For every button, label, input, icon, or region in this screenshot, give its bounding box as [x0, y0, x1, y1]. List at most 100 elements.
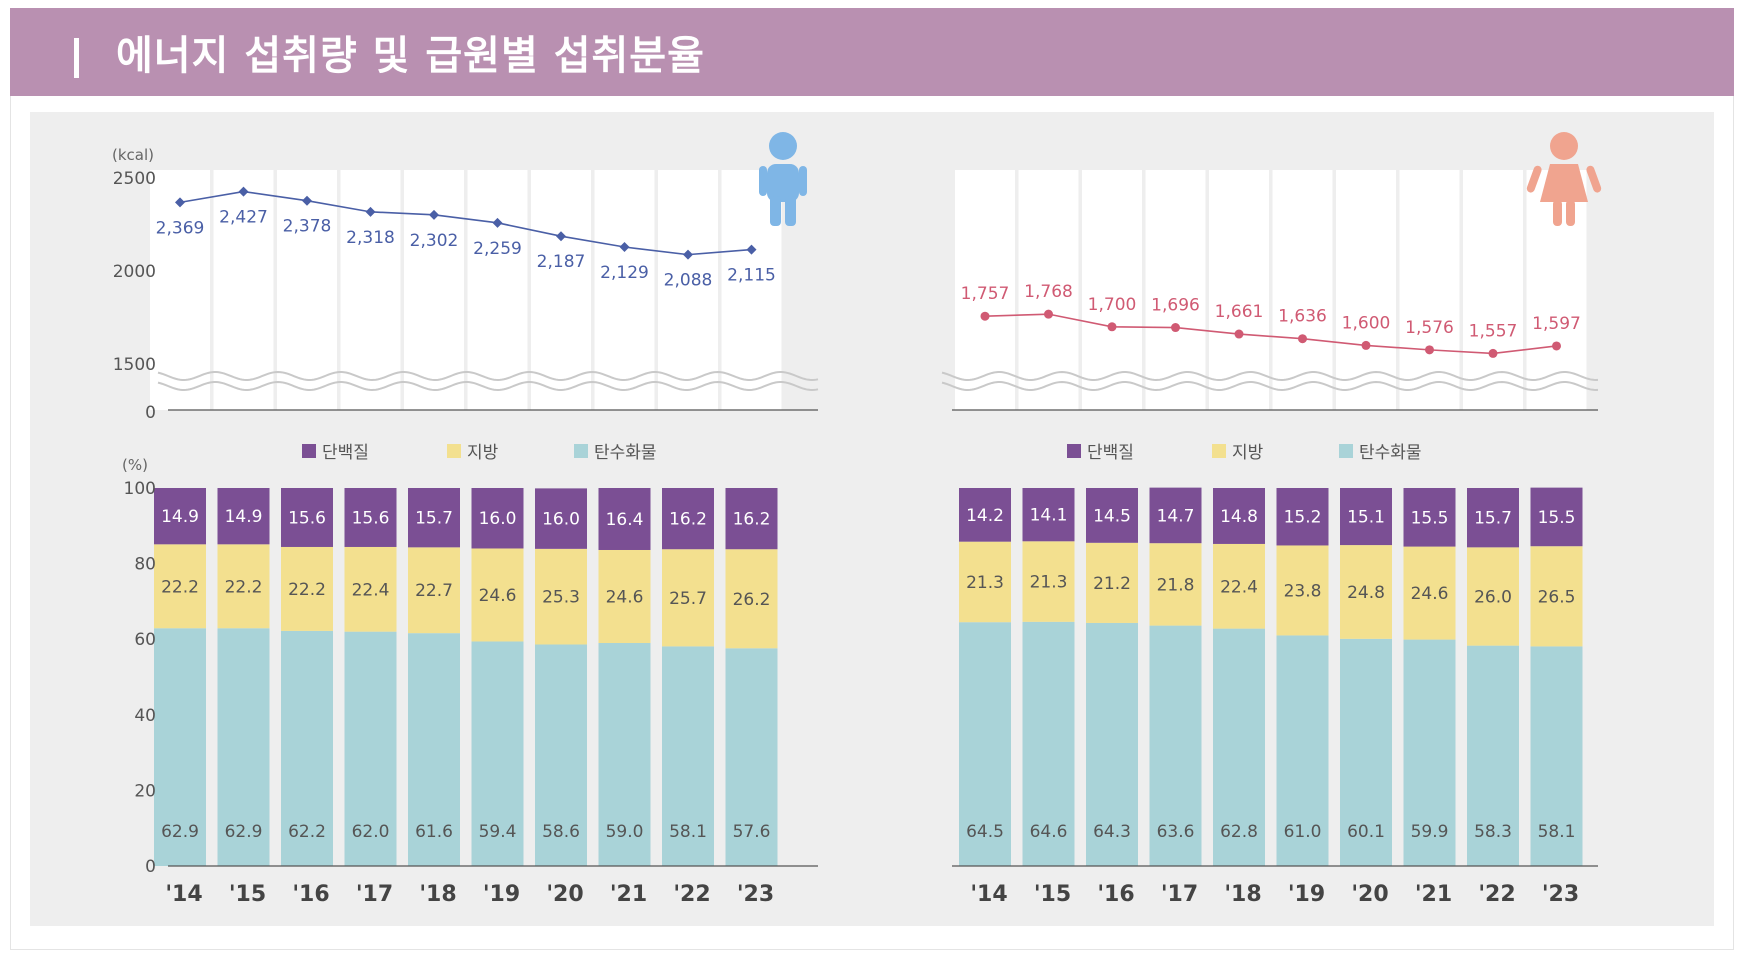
- legend-label: 탄수화물: [594, 443, 657, 463]
- bar-value-label-female: 21.2: [1093, 574, 1131, 594]
- bar-segment-female: [1467, 547, 1519, 646]
- bar-segment-male: [471, 488, 524, 549]
- data-label-female: 1,557: [1469, 321, 1518, 341]
- x-tick-label: '17: [1161, 882, 1198, 907]
- bar-segment-female: [1022, 488, 1075, 542]
- bar-segment-female: [1149, 487, 1202, 544]
- bar-segment-female: [959, 541, 1011, 623]
- bar-segment-male: [408, 488, 460, 548]
- x-tick-label: '22: [673, 882, 710, 907]
- legend-swatch: [1339, 444, 1353, 458]
- bar-value-label-male: 26.2: [733, 590, 771, 610]
- bar-value-label-female: 64.6: [1030, 822, 1068, 842]
- data-point-male: [238, 186, 249, 197]
- bar-value-label-female: 63.6: [1157, 822, 1195, 842]
- bar-value-label-female: 15.2: [1284, 508, 1322, 528]
- icon-arm: [799, 166, 807, 196]
- axis-break-line: [157, 370, 819, 382]
- bar-value-label-female: 15.5: [1411, 508, 1449, 528]
- bar-segment-female: [1403, 546, 1456, 640]
- column-band-female: [1272, 170, 1333, 410]
- bar-value-label-female: 22.4: [1220, 577, 1258, 597]
- bar-segment-male: [344, 546, 397, 632]
- data-point-female: [1488, 348, 1498, 358]
- data-label-male: 2,378: [283, 217, 332, 237]
- y-tick-label: 40: [134, 706, 156, 726]
- data-point-male: [302, 195, 312, 206]
- data-label-male: 2,129: [600, 263, 649, 283]
- bar-value-label-female: 64.5: [966, 822, 1004, 842]
- data-label-female: 1,700: [1088, 295, 1137, 315]
- bar-value-label-male: 15.7: [415, 509, 453, 529]
- bar-value-label-female: 62.8: [1220, 822, 1258, 842]
- y-tick-label: 80: [134, 555, 156, 575]
- icon-leg: [1553, 200, 1562, 226]
- data-point-male: [175, 197, 185, 208]
- data-point-male: [429, 209, 439, 220]
- data-label-male: 2,187: [537, 252, 586, 272]
- data-point-female: [1171, 323, 1180, 333]
- bar-segment-male: [344, 631, 397, 866]
- icon-arm: [1586, 165, 1602, 193]
- column-band-female: [1145, 170, 1206, 410]
- icon-leg: [1566, 200, 1575, 226]
- data-label-female: 1,696: [1151, 296, 1200, 316]
- legend-swatch: [302, 444, 316, 458]
- bar-segment-female: [959, 488, 1011, 542]
- data-label-female: 1,636: [1278, 307, 1327, 327]
- data-point-male: [619, 242, 630, 253]
- bar-segment-female: [1276, 545, 1329, 636]
- bar-value-label-female: 60.1: [1347, 822, 1385, 842]
- column-band-female: [1018, 170, 1079, 410]
- bar-segment-male: [154, 544, 206, 629]
- legend-swatch: [574, 444, 588, 458]
- bar-value-label-male: 16.4: [606, 510, 644, 530]
- data-point-female: [1107, 322, 1117, 332]
- series-line-male: [179, 190, 752, 256]
- bar-value-label-male: 62.0: [352, 822, 390, 842]
- bar-value-label-male: 22.2: [161, 577, 199, 597]
- bar-segment-female: [1530, 546, 1583, 647]
- bar-value-label-male: 16.0: [479, 509, 517, 529]
- bar-value-label-male: 62.9: [225, 822, 263, 842]
- bar-value-label-female: 21.3: [966, 573, 1004, 593]
- column-band-male: [658, 170, 718, 410]
- bar-value-label-male: 62.2: [288, 822, 326, 842]
- bar-segment-female: [1403, 488, 1456, 547]
- column-band-male: [277, 170, 337, 410]
- data-point-female: [1425, 345, 1434, 355]
- bar-segment-male: [725, 488, 778, 550]
- female-person-icon: [1526, 132, 1602, 226]
- y-tick-label: 20: [134, 781, 156, 801]
- data-label-male: 2,088: [664, 271, 713, 291]
- bar-value-label-male: 59.0: [606, 822, 644, 842]
- bar-segment-female: [1149, 625, 1202, 866]
- icon-head: [1550, 132, 1578, 160]
- x-tick-label: '15: [229, 882, 266, 907]
- column-band-male: [531, 170, 591, 410]
- bar-value-label-male: 14.9: [225, 507, 263, 527]
- bar-segment-male: [662, 488, 714, 550]
- column-band-male: [150, 170, 210, 410]
- legend-label: 단백질: [1087, 443, 1134, 463]
- data-point-male: [683, 249, 693, 260]
- bar-value-label-female: 23.8: [1284, 581, 1322, 601]
- male-person-icon: [759, 132, 807, 226]
- bar-segment-female: [1022, 621, 1075, 866]
- bar-value-label-male: 22.2: [225, 577, 263, 597]
- bar-value-label-female: 58.1: [1538, 822, 1576, 842]
- bar-segment-female: [1213, 543, 1265, 629]
- icon-leg: [770, 196, 781, 226]
- data-label-female: 1,661: [1215, 302, 1264, 322]
- bar-segment-male: [344, 488, 397, 547]
- bar-segment-male: [281, 546, 333, 631]
- bar-value-label-male: 16.0: [542, 510, 580, 530]
- data-label-female: 1,576: [1405, 318, 1454, 338]
- x-tick-label: '14: [165, 882, 202, 907]
- bar-segment-male: [408, 633, 460, 866]
- x-tick-label: '16: [292, 882, 329, 907]
- data-point-female: [1361, 340, 1371, 350]
- y-tick-label: 2000: [113, 262, 156, 282]
- y-tick-label: 0: [145, 403, 156, 423]
